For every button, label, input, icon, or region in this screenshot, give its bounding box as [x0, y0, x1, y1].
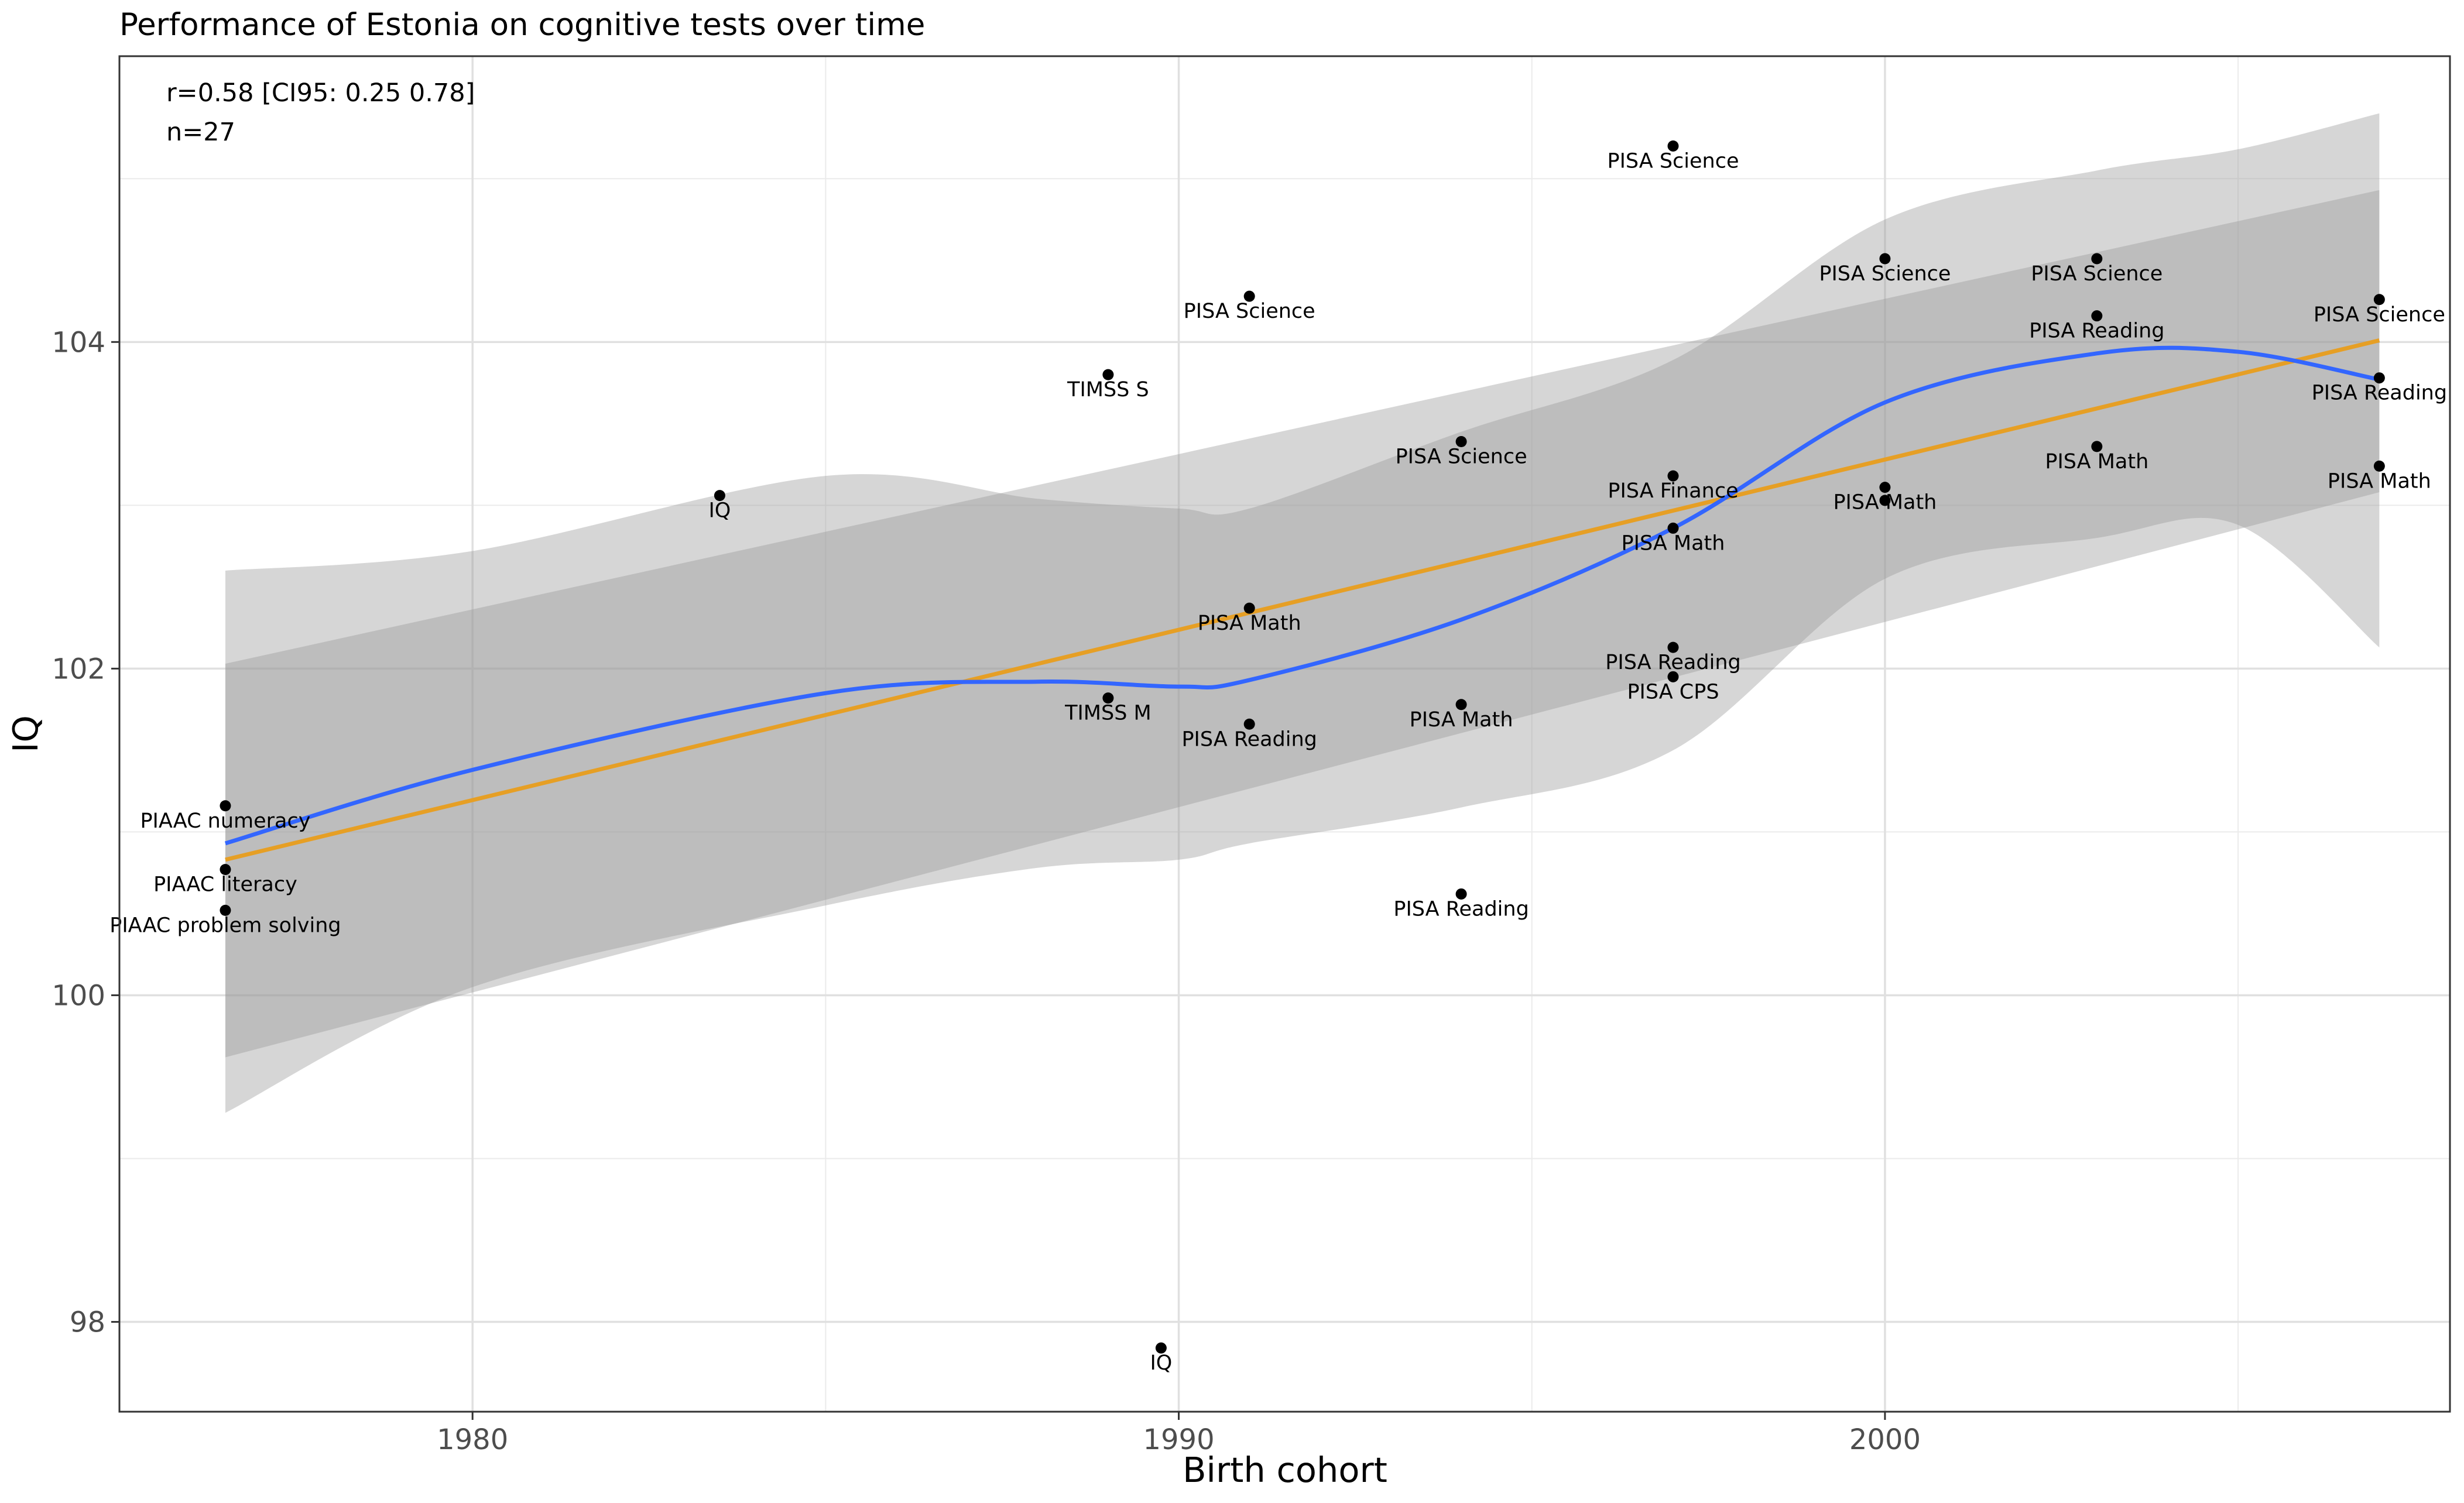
data-point-label: PISA Science — [1607, 149, 1739, 173]
y-tick-label: 102 — [52, 653, 105, 685]
data-point — [2091, 441, 2103, 452]
y-tick-label: 104 — [52, 326, 105, 359]
data-point — [220, 904, 231, 916]
data-point-label: PISA Math — [1410, 708, 1513, 732]
data-point-label: PISA CPS — [1627, 680, 1719, 704]
data-point-label: TIMSS M — [1064, 702, 1152, 725]
loess-fit-line — [224, 345, 2380, 846]
data-point-label: PISA Science — [2031, 262, 2163, 286]
y-axis: 98 100 102 104 — [52, 326, 119, 1339]
grid-major — [119, 56, 2450, 1412]
data-point — [1667, 641, 1679, 653]
data-point — [1667, 671, 1679, 682]
data-point-label: TIMSS S — [1067, 378, 1149, 402]
data-point — [1879, 253, 1891, 265]
data-point — [1667, 140, 1679, 152]
data-point-label: IQ — [1150, 1351, 1172, 1375]
data-point-label: PISA Math — [1622, 531, 1725, 555]
linear-fit-line — [225, 338, 2380, 862]
data-point — [1243, 718, 1255, 730]
grid-minor — [119, 56, 2450, 1412]
data-point — [2373, 372, 2385, 384]
data-point-label: PISA Math — [1198, 612, 1301, 635]
annotation-sample-size: n=27 — [166, 118, 235, 147]
data-point — [1879, 495, 1891, 506]
data-point-label: PISA Math — [1833, 491, 1937, 514]
data-point — [1455, 436, 1467, 448]
data-point — [2373, 294, 2385, 306]
data-point — [1455, 699, 1467, 711]
data-point — [2373, 460, 2385, 472]
data-point-label: PISA Reading — [2312, 382, 2447, 405]
x-axis-title: Birth cohort — [1183, 1450, 1387, 1490]
chart-title: Performance of Estonia on cognitive test… — [119, 7, 925, 43]
data-point-label: PISA Math — [2045, 450, 2148, 473]
data-point — [1455, 888, 1467, 900]
data-point — [220, 864, 231, 876]
data-point — [1102, 692, 1114, 704]
data-point-label: PISA Science — [1396, 445, 1527, 469]
data-point — [1243, 602, 1255, 614]
y-axis-title: IQ — [5, 715, 46, 753]
data-point-label: IQ — [708, 499, 731, 523]
data-point-labels: PIAAC numeracy PIAAC literacy PIAAC proble… — [109, 149, 2447, 1375]
stats-annotation: r=0.58 [CI95: 0.25 0.78] n=27 — [166, 78, 475, 147]
data-point — [1667, 470, 1679, 482]
data-point-label: PISA Science — [1184, 300, 1315, 323]
x-tick-label: 1990 — [1143, 1423, 1214, 1456]
y-tick-label: 100 — [52, 979, 105, 1012]
data-point-label: PISA Finance — [1608, 479, 1738, 503]
linear-confidence-band — [225, 190, 2380, 1058]
data-point — [1879, 482, 1891, 493]
annotation-correlation: r=0.58 [CI95: 0.25 0.78] — [166, 78, 475, 108]
x-axis: 1980 1990 2000 — [437, 1412, 1921, 1456]
data-points — [220, 140, 2385, 1354]
data-point — [1667, 522, 1679, 534]
fit-lines — [224, 338, 2380, 862]
plot-area: PIAAC numeracy PIAAC literacy PIAAC proble… — [109, 55, 2451, 1413]
x-tick-label: 1980 — [437, 1423, 508, 1456]
data-point — [1155, 1342, 1167, 1354]
data-point-label: PISA Science — [1819, 262, 1951, 286]
data-point — [2091, 253, 2103, 265]
data-point — [1102, 369, 1114, 380]
plot-border — [118, 55, 2451, 1413]
data-point-label: PISA Math — [2328, 469, 2431, 493]
data-point-label: PISA Reading — [1393, 897, 1529, 921]
confidence-bands — [225, 113, 2380, 1113]
data-point — [1243, 290, 1255, 302]
data-point-label: PISA Reading — [2029, 320, 2164, 343]
data-point — [220, 800, 231, 812]
data-point — [714, 490, 725, 502]
data-point — [2091, 310, 2103, 322]
loess-confidence-band — [225, 113, 2380, 1113]
data-point-label: PISA Reading — [1181, 728, 1317, 751]
data-point-label: PIAAC problem solving — [109, 914, 341, 937]
y-tick-label: 98 — [70, 1306, 105, 1339]
x-tick-label: 2000 — [1849, 1423, 1921, 1456]
data-point-label: PIAAC numeracy — [140, 809, 310, 833]
data-point-label: PIAAC literacy — [153, 873, 297, 897]
plot-panel — [119, 56, 2450, 1412]
data-point-label: PISA Reading — [1605, 651, 1740, 674]
data-point-label: PISA Science — [2314, 303, 2445, 327]
